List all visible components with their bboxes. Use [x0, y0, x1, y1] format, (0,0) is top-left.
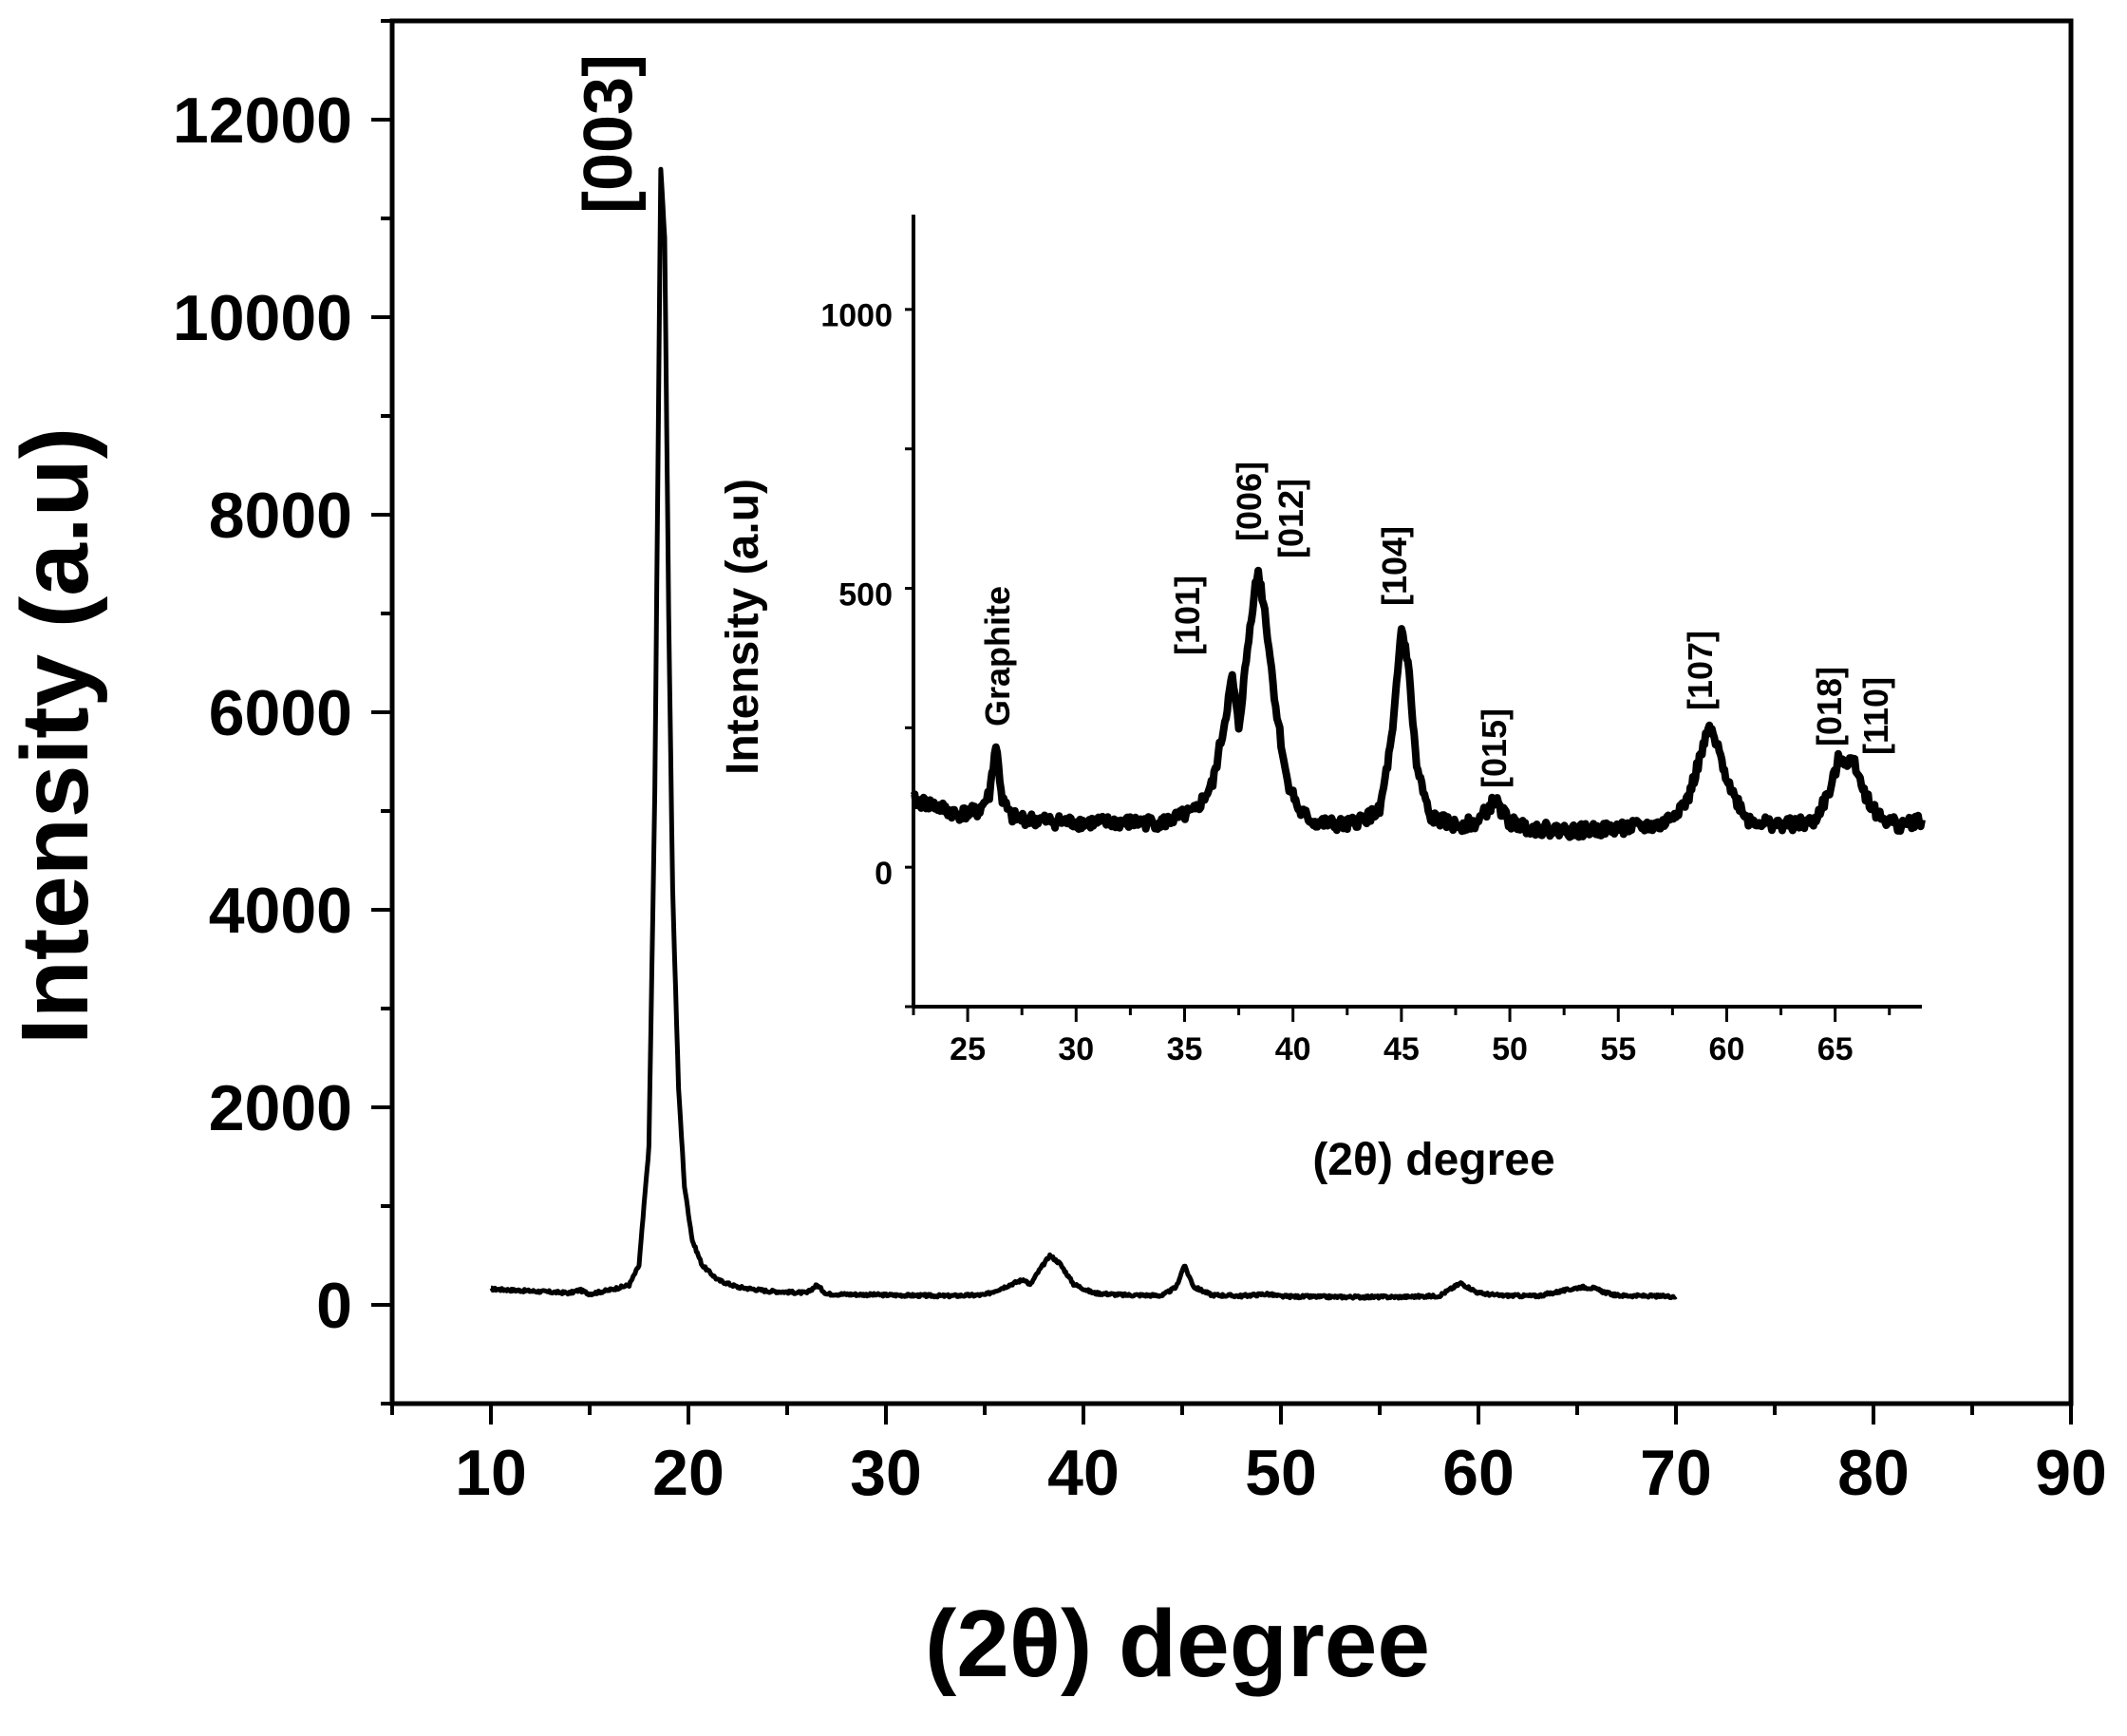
main-x-axis-title: (2θ) degree	[925, 1591, 1430, 1697]
main-y-tick-label: 0	[316, 1270, 352, 1342]
inset-x-tick-label: 40	[1275, 1031, 1311, 1067]
inset-y-tick-label: 0	[875, 856, 893, 892]
inset-peak-label: [018]	[1810, 667, 1849, 746]
main-x-tick-label: 70	[1640, 1437, 1712, 1509]
main-xrd-pattern-line	[489, 166, 1678, 1301]
inset-x-tick-label: 25	[950, 1031, 986, 1067]
main-x-tick-label: 80	[1837, 1437, 1910, 1509]
main-plot: 10 20 30 40 50 60 70 80 900200040006000800010000…	[2, 18, 2107, 1697]
main-x-tick-label: 90	[2035, 1437, 2107, 1509]
inset-x-tick-label: 60	[1709, 1031, 1745, 1067]
inset-peak-label: [101]	[1168, 576, 1207, 655]
inset-peak-label: [015]	[1475, 708, 1514, 788]
main-x-tick-label: 30	[850, 1437, 922, 1509]
inset-peak-label: [107]	[1681, 631, 1720, 710]
main-y-tick-label: 6000	[209, 677, 352, 749]
inset-peak-label: [110]	[1856, 677, 1895, 755]
inset-xrd-pattern-line	[910, 566, 1926, 841]
inset-x-axis-title: (2θ) degree	[1312, 1135, 1554, 1185]
main-y-tick-label: 4000	[209, 875, 352, 947]
inset-peak-label: [104]	[1375, 526, 1414, 606]
inset-y-tick-label: 1000	[820, 298, 893, 334]
inset-x-tick-label: 35	[1167, 1031, 1203, 1067]
inset-x-tick-label: 55	[1600, 1031, 1636, 1067]
inset-peak-label: Graphite	[978, 586, 1017, 726]
main-x-tick-label: 60	[1442, 1437, 1515, 1509]
inset-x-tick-label: 45	[1383, 1031, 1420, 1067]
main-x-tick-label: 40	[1047, 1437, 1120, 1509]
main-y-tick-label: 12000	[173, 85, 352, 157]
inset-x-tick-label: 65	[1817, 1031, 1854, 1067]
inset-peak-label: [006]	[1230, 462, 1269, 541]
main-y-tick-label: 8000	[209, 480, 352, 552]
inset-y-axis-title: Intensity (a.u)	[718, 479, 768, 775]
main-y-axis-title: Intensity (a.u)	[2, 427, 108, 1045]
main-y-tick-label: 10000	[173, 282, 352, 354]
inset-peak-label: [012]	[1271, 479, 1310, 558]
main-x-tick-label: 10	[455, 1437, 527, 1509]
inset-x-tick-label: 50	[1492, 1031, 1528, 1067]
main-x-tick-label: 50	[1245, 1437, 1317, 1509]
main-x-tick-label: 20	[652, 1437, 725, 1509]
inset-plot: 25 30 35 40 45 50 55 60 65 0 500 1000 (2θ) degree Int…	[718, 215, 1926, 1185]
inset-x-tick-label: 30	[1058, 1031, 1094, 1067]
main-y-tick-label: 2000	[209, 1072, 352, 1144]
inset-y-tick-label: 500	[838, 576, 893, 613]
main-peak-label: [003]	[571, 54, 647, 214]
